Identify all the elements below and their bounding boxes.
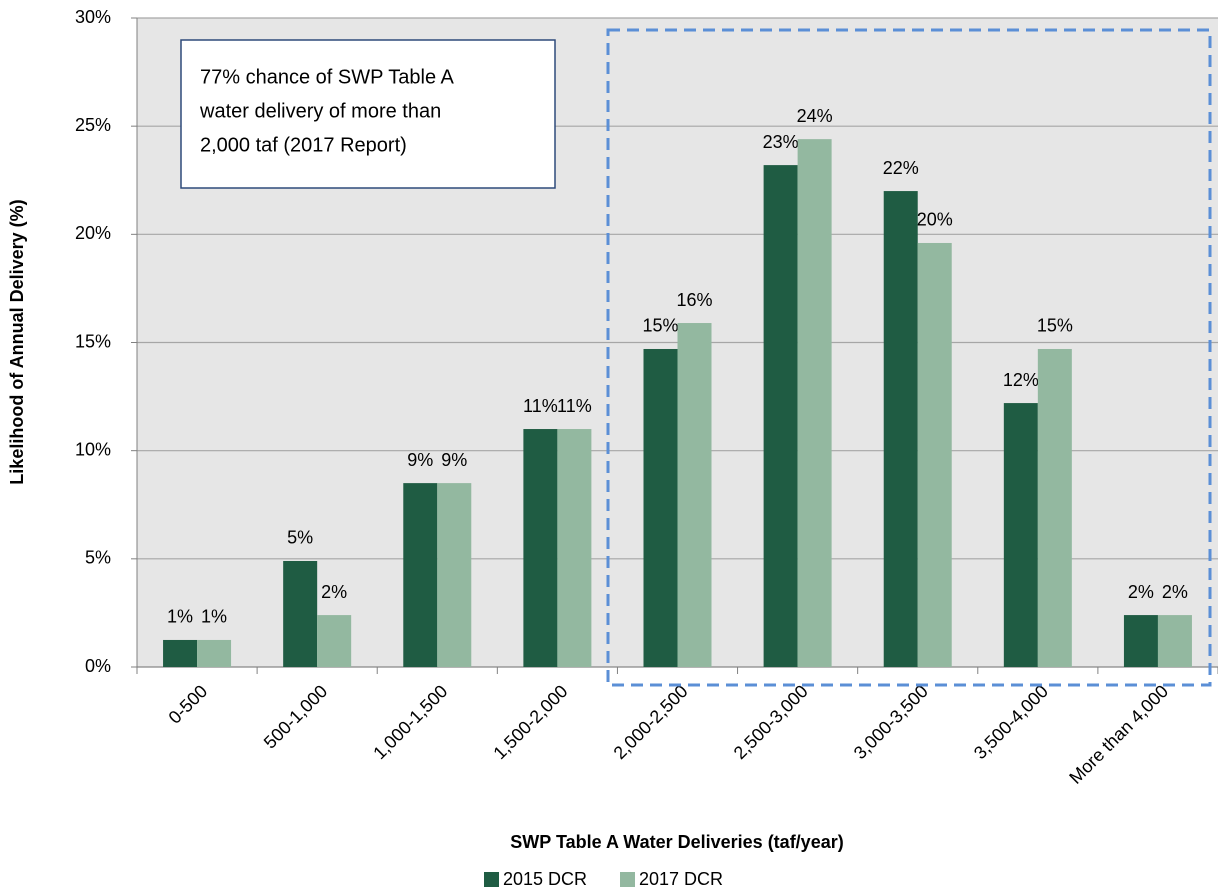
bar	[917, 242, 952, 667]
x-tick-label: 2,000-2,500	[610, 681, 692, 763]
annotation: 77% chance of SWP Table A	[200, 66, 455, 88]
x-tick-label: 3,000-3,500	[850, 681, 932, 763]
annotation-box	[180, 39, 556, 189]
bar	[163, 639, 198, 667]
data-label: 22%	[883, 158, 919, 178]
bar	[197, 639, 232, 667]
data-label: 2%	[1128, 582, 1154, 602]
bar	[1003, 403, 1038, 667]
y-tick-label: 15%	[75, 331, 111, 351]
highlight-box	[606, 28, 1212, 687]
x-tick-label: More than 4,000	[1065, 681, 1172, 788]
x-tick-label: 2,500-3,000	[730, 681, 812, 763]
legend-label: 2017 DCR	[639, 869, 723, 889]
y-tick-label: 10%	[75, 439, 111, 459]
bar	[317, 615, 352, 667]
x-axis-title: SWP Table A Water Deliveries (taf/year)	[510, 832, 843, 852]
y-tick-label: 20%	[75, 223, 111, 243]
data-label: 9%	[441, 450, 467, 470]
data-label: 2%	[321, 582, 347, 602]
bar	[403, 483, 438, 667]
bar	[883, 191, 918, 668]
y-tick-label: 25%	[75, 115, 111, 135]
data-label: 1%	[167, 607, 193, 627]
data-label: 2%	[1162, 582, 1188, 602]
bar	[1037, 348, 1072, 667]
y-axis-title: Likelihood of Annual Delivery (%)	[7, 199, 27, 484]
x-tick-label: 3,500-4,000	[970, 681, 1052, 763]
x-tick-label: 0-500	[165, 681, 212, 728]
legend-label: 2015 DCR	[503, 869, 587, 889]
x-tick-label: 500-1,000	[260, 681, 331, 752]
legend-swatch	[484, 872, 499, 887]
y-tick-label: 5%	[85, 548, 111, 568]
bar	[643, 348, 678, 667]
bar	[557, 429, 592, 667]
bar	[437, 483, 472, 667]
data-label: 20%	[917, 210, 953, 230]
data-label: 5%	[287, 528, 313, 548]
annotation: water delivery of more than	[199, 100, 441, 122]
bar	[283, 560, 318, 667]
data-label: 16%	[676, 290, 712, 310]
y-tick-label: 0%	[85, 656, 111, 676]
bar	[1157, 615, 1192, 667]
data-label: 12%	[1003, 370, 1039, 390]
y-tick-label: 30%	[75, 7, 111, 27]
data-label: 9%	[407, 450, 433, 470]
data-label: 11%	[523, 396, 558, 416]
legend-swatch	[620, 872, 635, 887]
x-tick-label: 1,000-1,500	[369, 681, 451, 763]
x-tick-label: 1,500-2,000	[489, 681, 571, 763]
bar	[1123, 615, 1158, 667]
bar	[677, 323, 712, 667]
data-label: 15%	[642, 316, 678, 336]
data-label: 24%	[797, 106, 833, 126]
data-label: 11%	[557, 396, 592, 416]
bar	[523, 429, 558, 667]
data-label: 1%	[201, 607, 227, 627]
bar	[763, 165, 798, 667]
annotation: 2,000 taf (2017 Report)	[200, 134, 407, 156]
data-label: 15%	[1037, 316, 1073, 336]
bar	[797, 139, 832, 667]
data-label: 23%	[763, 132, 799, 152]
